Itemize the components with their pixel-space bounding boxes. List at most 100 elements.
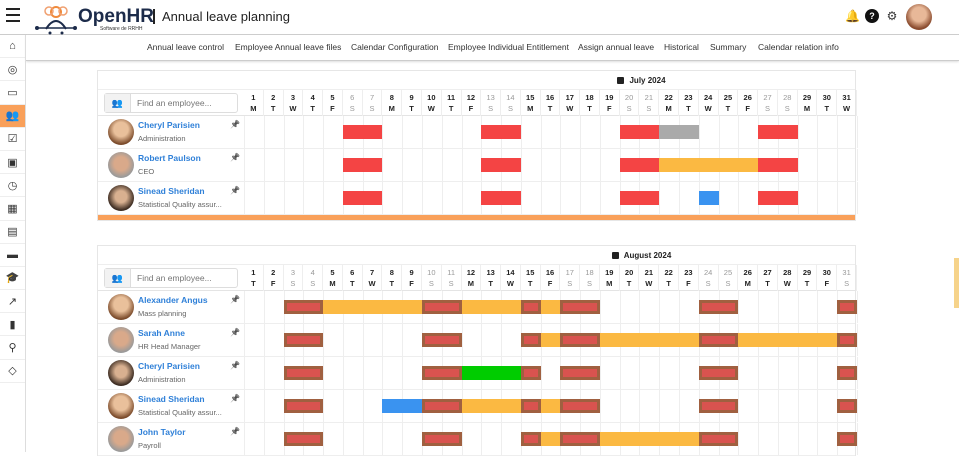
leave-bar-holiday_aug[interactable] xyxy=(520,432,541,446)
trend-icon[interactable]: ↗ xyxy=(0,290,25,314)
nav-historical[interactable]: Historical xyxy=(664,42,699,52)
nav-calendar-configuration[interactable]: Calendar Configuration xyxy=(351,42,439,52)
payroll-icon[interactable]: ▣ xyxy=(0,151,25,175)
leave-bar-leave[interactable] xyxy=(599,432,699,446)
pin-icon[interactable]: 📌 xyxy=(230,427,240,436)
leave-bar-holiday_aug[interactable] xyxy=(837,399,857,413)
leave-bar-blue[interactable] xyxy=(382,399,422,413)
timer-icon[interactable]: ◷ xyxy=(0,174,25,198)
leave-bar-holiday_aug[interactable] xyxy=(698,432,739,446)
leave-bar-holiday_aug[interactable] xyxy=(421,366,462,380)
leave-bar-holiday_aug[interactable] xyxy=(698,333,739,347)
leave-bar-holiday[interactable] xyxy=(758,191,798,205)
leave-bar-holiday[interactable] xyxy=(619,158,660,172)
pin-icon[interactable]: 📌 xyxy=(230,186,240,195)
nav-employee-annual-leave-files[interactable]: Employee Annual leave files xyxy=(235,42,342,52)
pin-icon[interactable]: 📌 xyxy=(230,295,240,304)
pin-icon[interactable]: 📌 xyxy=(230,361,240,370)
leave-bar-holiday_aug[interactable] xyxy=(560,366,600,380)
search-input[interactable] xyxy=(131,94,237,112)
user-avatar[interactable] xyxy=(906,4,932,30)
leave-bar-holiday_aug[interactable] xyxy=(837,333,857,347)
add-employees-icon[interactable]: 👥 xyxy=(105,94,131,112)
gear-icon[interactable]: ⚙ xyxy=(886,9,898,23)
employee-name[interactable]: Cheryl Parisien xyxy=(138,361,200,371)
employee-name[interactable]: Sinead Sheridan xyxy=(138,186,205,196)
leave-bar-holiday[interactable] xyxy=(481,191,521,205)
leave-bar-leave[interactable] xyxy=(599,333,699,347)
pin-icon[interactable]: 📌 xyxy=(230,120,240,129)
leave-bar-holiday[interactable] xyxy=(758,158,798,172)
leave-bar-holiday_aug[interactable] xyxy=(560,300,600,314)
nav-assign-annual-leave[interactable]: Assign annual leave xyxy=(578,42,655,52)
employee-search[interactable]: 👥 xyxy=(104,93,238,113)
leave-bar-holiday[interactable] xyxy=(481,125,521,139)
employee-name[interactable]: Robert Paulson xyxy=(138,153,201,163)
employee-search[interactable]: 👥 xyxy=(104,268,238,288)
employee-name[interactable]: John Taylor xyxy=(138,427,186,437)
leave-bar-leave[interactable] xyxy=(461,399,521,413)
employee-name[interactable]: Alexander Angus xyxy=(138,295,208,305)
checklist-icon[interactable]: ☑ xyxy=(0,128,25,151)
pin-icon[interactable]: 📌 xyxy=(230,394,240,403)
nav-summary[interactable]: Summary xyxy=(710,42,747,52)
leave-bar-holiday_aug[interactable] xyxy=(698,366,739,380)
leave-bar-leave[interactable] xyxy=(738,333,838,347)
leave-bar-leave[interactable] xyxy=(540,300,561,314)
leave-bar-pending[interactable] xyxy=(659,125,699,139)
leave-bar-holiday_aug[interactable] xyxy=(560,333,600,347)
leave-bar-green[interactable] xyxy=(461,366,521,380)
messages-icon[interactable]: ▭ xyxy=(0,81,25,105)
leave-bar-holiday_aug[interactable] xyxy=(520,300,541,314)
leave-bar-holiday_aug[interactable] xyxy=(421,432,462,446)
stats-icon[interactable]: ▮ xyxy=(0,313,25,337)
scrollbar[interactable] xyxy=(954,258,959,308)
leave-bar-holiday_aug[interactable] xyxy=(421,399,462,413)
leave-bar-holiday_aug[interactable] xyxy=(283,432,324,446)
user-circle-icon[interactable]: ◎ xyxy=(0,58,25,82)
leave-bar-holiday[interactable] xyxy=(481,158,521,172)
leave-bar-holiday_aug[interactable] xyxy=(520,366,541,380)
leave-bar-leave[interactable] xyxy=(540,432,561,446)
leave-bar-holiday_aug[interactable] xyxy=(520,333,541,347)
leave-bar-holiday_aug[interactable] xyxy=(520,399,541,413)
target-icon[interactable]: ◇ xyxy=(0,360,25,383)
employee-name[interactable]: Sinead Sheridan xyxy=(138,394,205,404)
leave-bar-holiday_aug[interactable] xyxy=(283,399,324,413)
help-icon[interactable]: ? xyxy=(865,9,879,23)
leave-bar-holiday_aug[interactable] xyxy=(283,333,324,347)
nav-employee-individual-entitlement[interactable]: Employee Individual Entitlement xyxy=(448,42,569,52)
leave-bar-holiday_aug[interactable] xyxy=(421,300,462,314)
leave-bar-holiday_aug[interactable] xyxy=(421,333,462,347)
user-search-icon[interactable]: ⚲ xyxy=(0,336,25,360)
leave-bar-holiday[interactable] xyxy=(619,125,660,139)
document-icon[interactable]: ▤ xyxy=(0,221,25,244)
leave-bar-leave[interactable] xyxy=(659,158,759,172)
leave-bar-holiday_aug[interactable] xyxy=(837,366,857,380)
leave-bar-holiday_aug[interactable] xyxy=(837,432,857,446)
leave-bar-holiday_aug[interactable] xyxy=(283,366,324,380)
leave-bar-holiday_aug[interactable] xyxy=(560,432,600,446)
leave-bar-leave[interactable] xyxy=(461,300,521,314)
calendar-icon[interactable]: ▦ xyxy=(0,197,25,221)
pin-icon[interactable]: 📌 xyxy=(230,153,240,162)
employee-name[interactable]: Sarah Anne xyxy=(138,328,185,338)
leave-bar-holiday[interactable] xyxy=(619,191,660,205)
leave-bar-blue[interactable] xyxy=(698,191,719,205)
home-icon[interactable]: ⌂ xyxy=(0,35,25,59)
team-icon[interactable]: 👥 xyxy=(0,104,25,128)
search-input[interactable] xyxy=(131,269,237,287)
leave-bar-holiday_aug[interactable] xyxy=(283,300,324,314)
leave-bar-leave[interactable] xyxy=(323,300,422,314)
leave-bar-holiday[interactable] xyxy=(758,125,798,139)
leave-bar-leave[interactable] xyxy=(540,399,561,413)
leave-bar-holiday_aug[interactable] xyxy=(560,399,600,413)
leave-bar-holiday[interactable] xyxy=(342,125,383,139)
pin-icon[interactable]: 📌 xyxy=(230,328,240,337)
add-employees-icon[interactable]: 👥 xyxy=(105,269,131,287)
employee-name[interactable]: Cheryl Parisien xyxy=(138,120,200,130)
leave-bar-holiday_aug[interactable] xyxy=(698,300,739,314)
training-icon[interactable]: 🎓 xyxy=(0,267,25,291)
leave-bar-holiday_aug[interactable] xyxy=(698,399,739,413)
menu-icon[interactable] xyxy=(6,8,20,22)
